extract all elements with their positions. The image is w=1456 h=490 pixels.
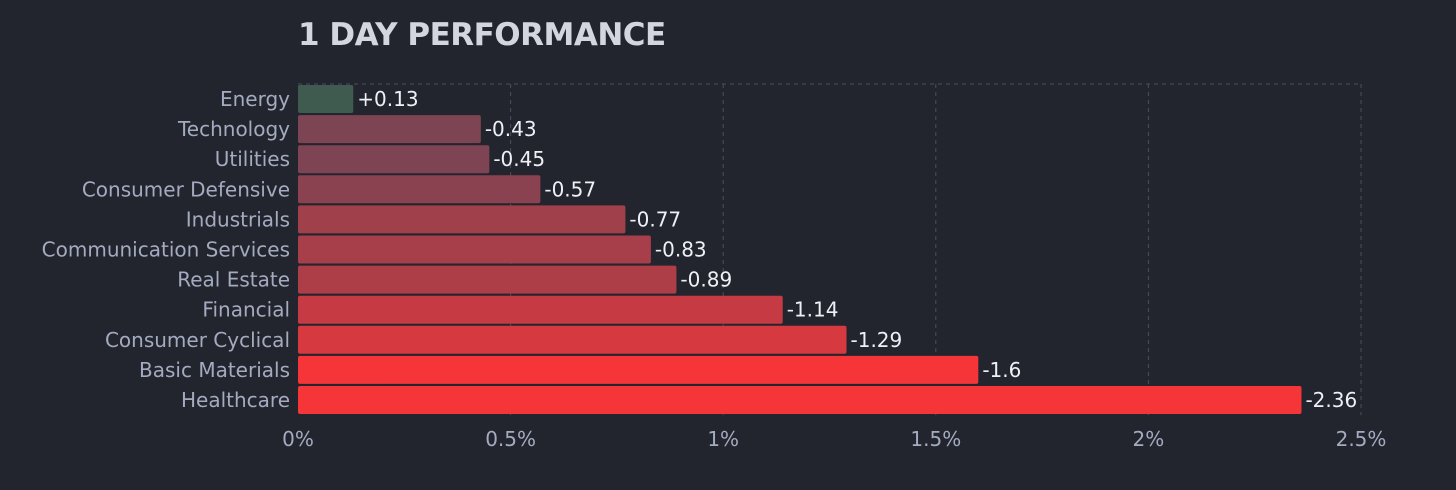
- value-label: -0.83: [655, 238, 707, 262]
- value-labels: +0.13 -0.43 -0.45 -0.57 -0.77 -0.83 -0.89 -1.14…: [357, 87, 1357, 412]
- bar: [298, 235, 651, 264]
- value-label: -0.43: [485, 117, 537, 141]
- bar: [298, 265, 677, 294]
- value-label: -1.6: [982, 358, 1021, 382]
- x-tick-label: 0.5%: [485, 427, 536, 451]
- bar: [298, 295, 783, 324]
- x-axis-ticks: 0% 0.5% 1% 1.5% 2% 2.5%: [282, 427, 1386, 451]
- bar: [298, 85, 354, 113]
- x-tick-label: 2%: [1133, 427, 1165, 451]
- x-tick-label: 1%: [707, 427, 739, 451]
- chart-title: 1 DAY PERFORMANCE: [298, 17, 666, 53]
- bar: [298, 386, 1302, 414]
- category-label: Real Estate: [177, 268, 290, 292]
- value-label: -1.29: [851, 328, 903, 352]
- bar: [298, 115, 481, 144]
- value-label: -0.89: [680, 268, 732, 292]
- category-label: Consumer Defensive: [82, 177, 290, 201]
- value-label: +0.13: [357, 87, 418, 111]
- bar: [298, 355, 979, 384]
- bar: [298, 175, 541, 204]
- bar: [298, 145, 490, 174]
- x-tick-label: 2.5%: [1336, 427, 1387, 451]
- category-label: Healthcare: [181, 388, 290, 412]
- category-label: Basic Materials: [139, 358, 290, 382]
- category-label: Technology: [177, 117, 290, 141]
- category-label: Communication Services: [42, 238, 290, 262]
- category-label: Financial: [202, 298, 290, 322]
- x-tick-label: 0%: [282, 427, 314, 451]
- value-label: -0.77: [629, 207, 681, 231]
- category-label: Energy: [220, 87, 290, 111]
- bar: [298, 325, 847, 354]
- category-label: Consumer Cyclical: [105, 328, 290, 352]
- bars-group: [298, 85, 1302, 414]
- value-label: -2.36: [1305, 388, 1357, 412]
- category-labels: Energy Technology Utilities Consumer Defens…: [42, 87, 291, 412]
- bar: [298, 205, 626, 234]
- value-label: -0.45: [493, 147, 545, 171]
- category-label: Utilities: [215, 147, 290, 171]
- category-label: Industrials: [186, 207, 290, 231]
- value-label: -1.14: [787, 298, 839, 322]
- x-tick-label: 1.5%: [910, 427, 961, 451]
- value-label: -0.57: [544, 177, 596, 201]
